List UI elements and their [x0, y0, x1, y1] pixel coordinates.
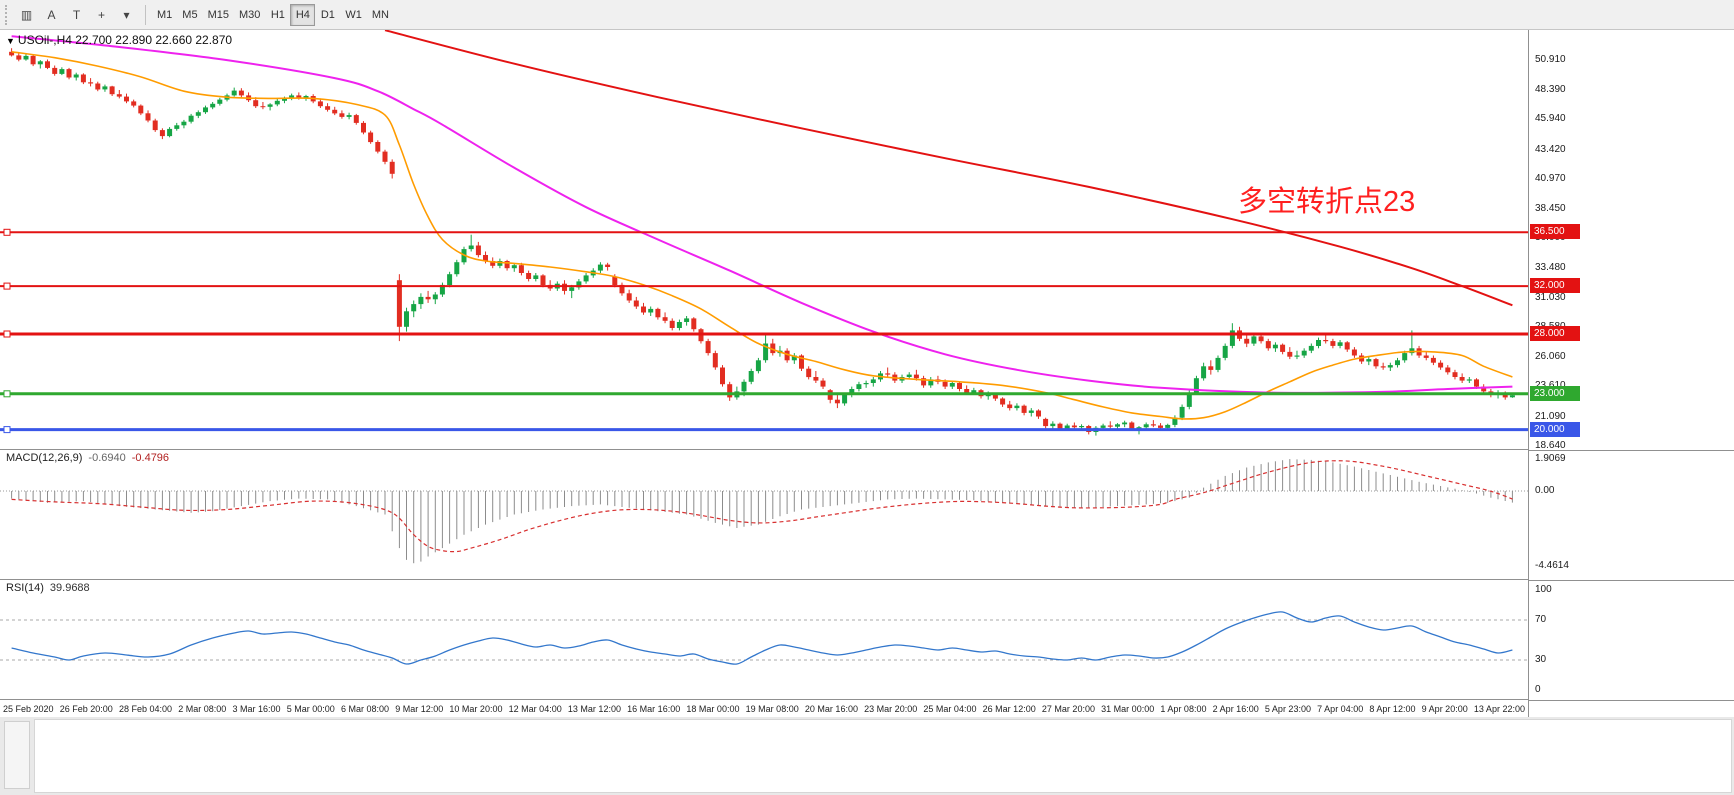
macd-canvas[interactable]	[0, 450, 1528, 579]
rsi-name: RSI(14)	[6, 582, 44, 594]
price-axis-label: 50.910	[1535, 54, 1566, 65]
timeframe-h4-button[interactable]: H4	[290, 3, 316, 26]
rsi-axis-label: 100	[1535, 584, 1552, 595]
time-axis-label: 12 Mar 04:00	[508, 703, 562, 714]
time-axis-label: 25 Mar 04:00	[923, 703, 977, 714]
time-axis-label: 31 Mar 00:00	[1101, 703, 1155, 714]
time-axis-label: 10 Mar 20:00	[449, 703, 503, 714]
time-axis-label: 2 Mar 08:00	[178, 703, 227, 714]
price-line-label: 32.000	[1530, 278, 1580, 293]
time-axis-label: 3 Mar 16:00	[232, 703, 281, 714]
price-axis-label: 40.970	[1535, 173, 1566, 184]
timeframe-m30-button[interactable]: M30	[238, 8, 261, 21]
price-axis-label: 38.450	[1535, 203, 1566, 214]
time-axis-label: 7 Apr 04:00	[1317, 703, 1364, 714]
rsi-panel[interactable]: RSI(14) 39.9688	[0, 580, 1528, 700]
symbol-ohlc-text: USOil-,H4 22.700 22.890 22.660 22.870	[17, 33, 233, 47]
macd-label: MACD(12,26,9) -0.6940 -0.4796	[6, 452, 169, 464]
rsi-axis-label: 30	[1535, 654, 1547, 665]
terminal-panel	[34, 719, 1732, 793]
timeframe-toolbar: M1 M5 M15 M30 H1 H4 D1 W1 MN	[152, 3, 394, 26]
main-toolbar: ▥ A T + ▾ M1 M5 M15 M30 H1 H4 D1 W1 MN	[0, 0, 1734, 30]
time-axis-label: 18 Mar 00:00	[686, 703, 740, 714]
toolbar-grip[interactable]	[5, 4, 10, 25]
time-axis-label: 16 Mar 16:00	[627, 703, 681, 714]
charts-bar-icon[interactable]: ▥	[20, 7, 33, 22]
price-line-label: 20.000	[1530, 422, 1580, 437]
annotation-text[interactable]: 多空转折点23	[1238, 186, 1416, 218]
price-axis-label: 31.030	[1535, 292, 1566, 303]
time-axis-label: 9 Mar 12:00	[395, 703, 444, 714]
rsi-axis-label: 0	[1535, 684, 1541, 695]
price-axis-label: 26.060	[1535, 351, 1566, 362]
crosshair-icon[interactable]: +	[97, 7, 105, 22]
time-scale[interactable]: 25 Feb 2020 26 Feb 20:00 28 Feb 04:00 2 Mar…	[0, 700, 1528, 717]
price-line-label: 28.000	[1530, 326, 1580, 341]
time-axis-label: 13 Apr 22:00	[1473, 703, 1525, 714]
macd-name: MACD(12,26,9)	[6, 452, 83, 464]
time-axis-label: 2 Apr 16:00	[1212, 703, 1259, 714]
timeframe-m5-button[interactable]: M5	[182, 8, 198, 21]
timeframe-m1-button[interactable]: M1	[157, 8, 173, 21]
pane-separator	[1529, 450, 1734, 451]
time-axis-label: 19 Mar 08:00	[745, 703, 799, 714]
collapse-arrow-icon[interactable]: ▼	[6, 36, 15, 46]
toolbar-icons: ▥ A T + ▾	[14, 4, 139, 26]
macd-axis-label: 1.9069	[1535, 453, 1566, 464]
time-axis-label: 6 Mar 08:00	[340, 703, 389, 714]
time-axis-label: 13 Mar 12:00	[567, 703, 621, 714]
timeframe-d1-button[interactable]: D1	[320, 8, 335, 21]
dropdown-arrow-icon[interactable]: ▾	[123, 7, 130, 22]
price-axis-label: 21.090	[1535, 411, 1566, 422]
time-axis-label: 26 Mar 12:00	[982, 703, 1036, 714]
macd-panel[interactable]: MACD(12,26,9) -0.6940 -0.4796	[0, 450, 1528, 580]
time-axis-label: 1 Apr 08:00	[1160, 703, 1207, 714]
macd-axis-label: -4.4614	[1535, 560, 1569, 571]
bottom-strip	[0, 717, 1734, 795]
pane-separator	[1529, 700, 1734, 701]
time-axis-label: 20 Mar 16:00	[804, 703, 858, 714]
timeframe-w1-button[interactable]: W1	[345, 8, 362, 21]
macd-value-main: -0.6940	[88, 452, 126, 464]
time-axis-label: 26 Feb 20:00	[59, 703, 113, 714]
price-scale[interactable]: 50.91048.39045.94043.42040.97038.45036.0…	[1528, 30, 1734, 717]
text-label-icon[interactable]: T	[72, 7, 81, 22]
time-axis-label: 25 Feb 2020	[3, 703, 54, 714]
time-axis-label: 27 Mar 20:00	[1041, 703, 1095, 714]
pane-separator	[1529, 580, 1734, 581]
timeframe-m15-button[interactable]: M15	[207, 8, 229, 21]
time-axis-label: 5 Mar 00:00	[286, 703, 335, 714]
rsi-value: 39.9688	[49, 582, 90, 594]
rsi-label: RSI(14) 39.9688	[6, 582, 90, 594]
timeframe-mn-button[interactable]: MN	[371, 8, 389, 21]
price-axis-label: 33.480	[1535, 262, 1566, 273]
price-line-label: 36.500	[1530, 224, 1580, 239]
time-axis-label: 9 Apr 20:00	[1421, 703, 1468, 714]
cursor-icon[interactable]: A	[47, 7, 56, 22]
terminal-grip[interactable]	[4, 721, 30, 789]
time-axis-label: 23 Mar 20:00	[864, 703, 918, 714]
price-axis-label: 48.390	[1535, 84, 1566, 95]
candlestick-canvas[interactable]	[0, 30, 1528, 449]
timeframe-h1-button[interactable]: H1	[270, 8, 285, 21]
macd-value-signal: -0.4796	[131, 452, 170, 464]
macd-axis-label: 0.00	[1535, 485, 1555, 496]
toolbar-separator	[145, 4, 146, 25]
price-chart[interactable]: ▼ USOil-,H4 22.700 22.890 22.660 22.870 多…	[0, 30, 1528, 450]
price-line-label: 23.000	[1530, 386, 1580, 401]
rsi-canvas[interactable]	[0, 580, 1528, 699]
price-axis-label: 43.420	[1535, 144, 1566, 155]
price-axis-label: 45.940	[1535, 113, 1566, 124]
rsi-axis-label: 70	[1535, 614, 1547, 625]
time-axis-label: 28 Feb 04:00	[119, 703, 173, 714]
price-axis-label: 18.640	[1535, 440, 1566, 451]
time-axis-label: 5 Apr 23:00	[1264, 703, 1311, 714]
symbol-info: ▼ USOil-,H4 22.700 22.890 22.660 22.870	[6, 33, 232, 47]
price-axis-label: 23.610	[1535, 380, 1566, 391]
time-axis-label: 8 Apr 12:00	[1369, 703, 1416, 714]
